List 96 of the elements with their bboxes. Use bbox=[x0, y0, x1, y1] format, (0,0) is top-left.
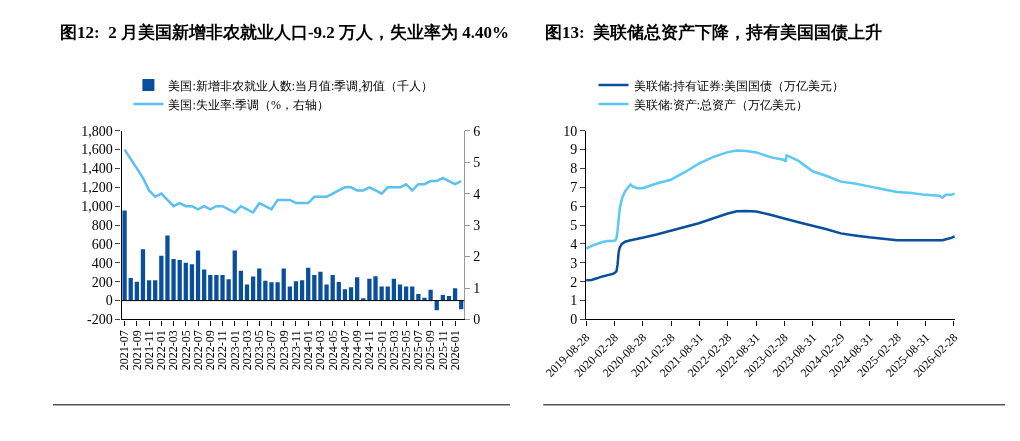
bar bbox=[238, 270, 244, 301]
y-tick-label: 7 bbox=[570, 180, 578, 196]
chart-title: 图12: 2 月美国新增非农就业人口-9.2 万人，失业率为 4.40% bbox=[60, 23, 510, 42]
x-tick-label: 2022-01 bbox=[154, 330, 169, 371]
x-tick-label: 2022-11 bbox=[215, 330, 230, 370]
y-tick-label: 1,600 bbox=[81, 142, 113, 158]
y2-tick-label: 5 bbox=[473, 155, 481, 171]
bar bbox=[140, 249, 146, 301]
x-tick-label: 2021-09 bbox=[129, 330, 144, 371]
y2-tick-label: 1 bbox=[473, 280, 481, 296]
bar bbox=[177, 260, 182, 301]
x-tick-label: 2022-05 bbox=[178, 330, 193, 371]
bar bbox=[195, 250, 201, 301]
bar bbox=[293, 281, 299, 301]
legend-label: 美联储:持有证券:美国国债（万亿美元） bbox=[633, 78, 845, 93]
x-tick-label: 2025-11 bbox=[435, 330, 450, 370]
x-tick-label: 2023-07 bbox=[264, 330, 279, 371]
x-tick-label: 2024-11 bbox=[362, 330, 377, 370]
bar bbox=[330, 275, 335, 301]
y-tick-label: -200 bbox=[86, 312, 113, 328]
y-tick-label: 1,000 bbox=[81, 199, 113, 215]
bar bbox=[287, 286, 292, 301]
x-tick-label: 2023-03 bbox=[239, 330, 254, 371]
x-tick-label: 2025-07 bbox=[411, 330, 426, 371]
y2-tick-label: 3 bbox=[473, 217, 481, 233]
x-tick-label: 2021-07 bbox=[117, 330, 132, 371]
line-series bbox=[586, 209, 956, 282]
y-tick-label: 1,400 bbox=[81, 161, 113, 177]
x-tick-label: 2023-01 bbox=[227, 330, 242, 371]
y-tick-label: 0 bbox=[570, 312, 578, 328]
bar bbox=[397, 284, 403, 301]
y-tick-label: 1 bbox=[570, 293, 578, 309]
bar bbox=[128, 277, 133, 301]
y-tick-label: 3 bbox=[570, 255, 578, 271]
bar bbox=[299, 280, 305, 301]
y-tick-label: 400 bbox=[91, 255, 113, 271]
bar bbox=[355, 277, 360, 301]
bar bbox=[348, 287, 354, 301]
y-tick-label: 800 bbox=[91, 217, 113, 233]
x-tick-label: 2021-11 bbox=[141, 330, 156, 370]
x-tick-label: 2026-01 bbox=[447, 330, 462, 371]
x-tick-label: 2022-03 bbox=[166, 330, 181, 371]
bar bbox=[226, 279, 231, 301]
bar bbox=[232, 250, 237, 301]
legend-label: 美国:失业率:季调（%，右轴） bbox=[168, 97, 330, 112]
bar bbox=[122, 210, 127, 301]
y-tick-label: 1,200 bbox=[81, 180, 113, 196]
y-tick-label: 6 bbox=[570, 199, 578, 215]
x-tick-label: 2022-09 bbox=[203, 330, 218, 371]
bar bbox=[208, 275, 213, 301]
bar bbox=[257, 268, 262, 301]
line-series bbox=[123, 148, 463, 214]
x-tick-label: 2024-09 bbox=[350, 330, 365, 371]
x-tick-label: 2024-07 bbox=[337, 330, 352, 371]
bar bbox=[153, 280, 158, 301]
line-series bbox=[586, 149, 956, 250]
x-tick-label: 2022-07 bbox=[190, 330, 205, 371]
legend-label: 美国:新增非农就业人数:当月值:季调,初值（千人） bbox=[168, 78, 434, 93]
bar bbox=[281, 268, 286, 301]
x-tick-label: 2024-03 bbox=[313, 330, 328, 371]
y-tick-label: 2 bbox=[570, 274, 578, 290]
y2-tick-label: 0 bbox=[473, 312, 481, 328]
y-tick-label: 9 bbox=[570, 142, 578, 158]
x-tick-label: 2025-01 bbox=[374, 330, 389, 371]
x-tick-label: 2023-09 bbox=[276, 330, 291, 371]
x-tick-label: 2023-11 bbox=[288, 330, 303, 370]
legend-label: 美联储:资产:总资产（万亿美元） bbox=[633, 97, 809, 112]
bar bbox=[312, 275, 317, 301]
bar bbox=[146, 280, 152, 301]
y2-tick-label: 6 bbox=[473, 123, 481, 139]
x-tick-label: 2024-01 bbox=[301, 330, 316, 371]
bar bbox=[342, 289, 348, 301]
y-tick-label: 4 bbox=[570, 236, 578, 252]
bar bbox=[391, 278, 397, 301]
chart-title: 图13: 美联储总资产下降，持有美国国债上升 bbox=[545, 23, 883, 42]
bar bbox=[202, 269, 207, 301]
y-tick-label: 5 bbox=[570, 217, 578, 233]
y2-tick-label: 2 bbox=[473, 249, 481, 265]
bar bbox=[336, 281, 341, 301]
x-tick-label: 2023-05 bbox=[252, 330, 267, 371]
y-tick-label: 8 bbox=[570, 161, 578, 177]
y-tick-label: 1,800 bbox=[81, 123, 113, 139]
y-tick-label: 200 bbox=[91, 274, 113, 290]
bar bbox=[159, 255, 164, 301]
bar bbox=[189, 264, 195, 301]
y-tick-label: 10 bbox=[563, 123, 578, 139]
bar bbox=[183, 262, 188, 301]
x-tick-label: 2024-05 bbox=[325, 330, 340, 371]
y-tick-label: 0 bbox=[105, 293, 113, 309]
y2-tick-label: 4 bbox=[473, 186, 481, 202]
x-tick-label: 2025-05 bbox=[399, 330, 414, 371]
x-tick-label: 2025-09 bbox=[423, 330, 438, 371]
bar bbox=[452, 288, 458, 301]
x-tick-label: 2025-03 bbox=[386, 330, 401, 371]
bar bbox=[306, 267, 311, 301]
y-tick-label: 600 bbox=[91, 236, 113, 252]
